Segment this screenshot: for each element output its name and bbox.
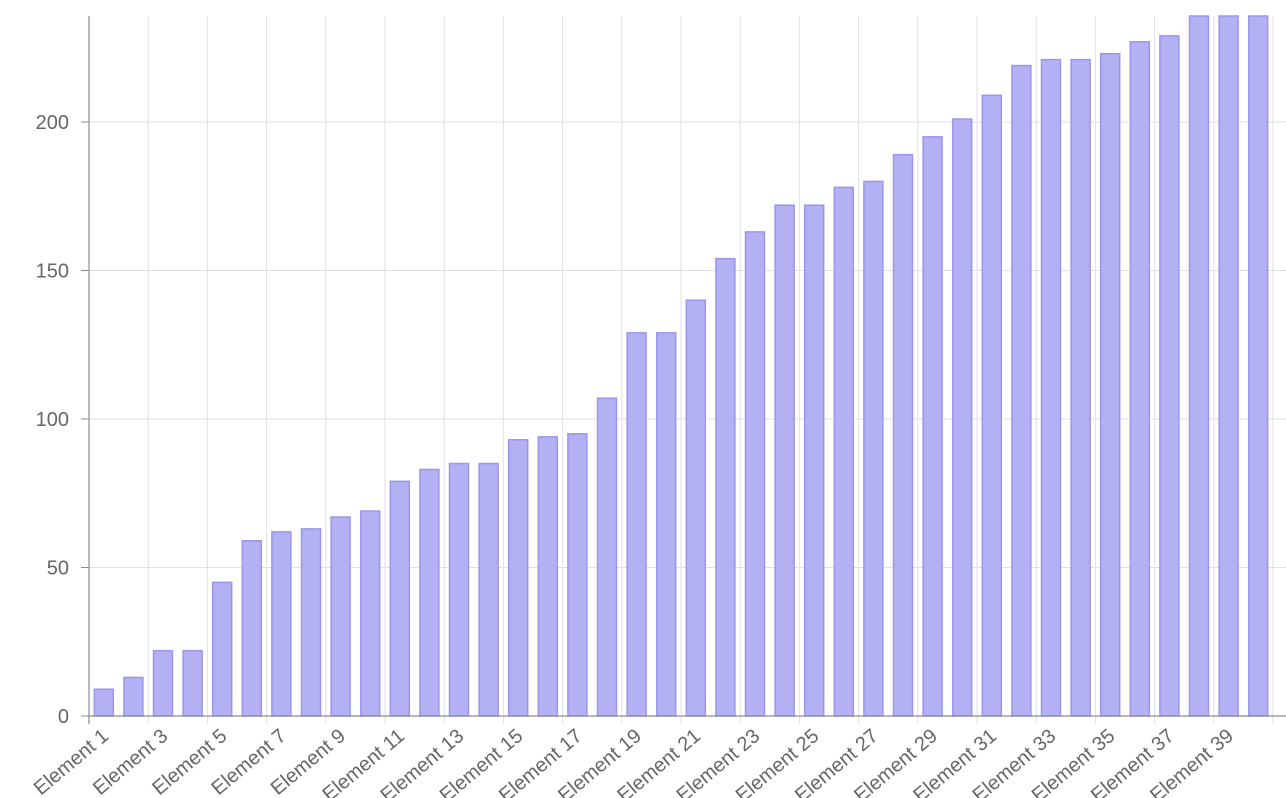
bar-23 [744, 231, 766, 717]
bar-2 [123, 676, 144, 717]
bar-7 [271, 531, 292, 717]
bar-28 [892, 153, 914, 717]
bar-20 [655, 332, 677, 717]
y-tick-label: 50 [47, 558, 69, 580]
bar-30 [951, 118, 973, 717]
bar-16 [537, 436, 559, 717]
bar-10 [359, 510, 381, 717]
bar-38 [1188, 15, 1210, 717]
bar-21 [685, 299, 707, 717]
bar-12 [419, 468, 440, 717]
bar-8 [300, 528, 322, 717]
bar-40 [1247, 15, 1269, 717]
bar-6 [241, 540, 263, 717]
y-axis-ticks: 0 50 100 150 200 [36, 112, 69, 728]
y-tick-label: 150 [36, 261, 69, 283]
bar-33 [1040, 58, 1062, 717]
bar-4 [182, 649, 203, 717]
bar-36 [1129, 41, 1151, 717]
bar-14 [478, 462, 499, 717]
bar-35 [1099, 52, 1121, 717]
bar-13 [448, 462, 470, 717]
bar-37 [1159, 35, 1180, 717]
bar-29 [922, 136, 943, 717]
bar-3 [152, 649, 174, 717]
bar-24 [774, 204, 795, 717]
y-tick-label: 0 [58, 706, 69, 728]
bar-31 [981, 94, 1003, 717]
bar-34 [1070, 58, 1091, 717]
y-tick-label: 100 [36, 409, 69, 431]
axes [81, 16, 1286, 724]
bar-19 [626, 332, 647, 717]
bar-22 [715, 257, 736, 717]
bar-39 [1218, 15, 1239, 717]
bar-11 [389, 480, 411, 717]
bar-15 [507, 439, 529, 717]
bar-32 [1011, 64, 1032, 717]
bar-5 [211, 581, 233, 717]
bar-1 [93, 688, 115, 717]
bar-9 [330, 516, 351, 717]
bar-17 [567, 433, 588, 717]
bar-27 [863, 180, 884, 717]
bar-18 [596, 397, 618, 717]
bar-26 [833, 186, 855, 717]
y-tick-label: 200 [36, 112, 69, 134]
bar-25 [803, 204, 825, 717]
grid-lines [81, 16, 1286, 724]
